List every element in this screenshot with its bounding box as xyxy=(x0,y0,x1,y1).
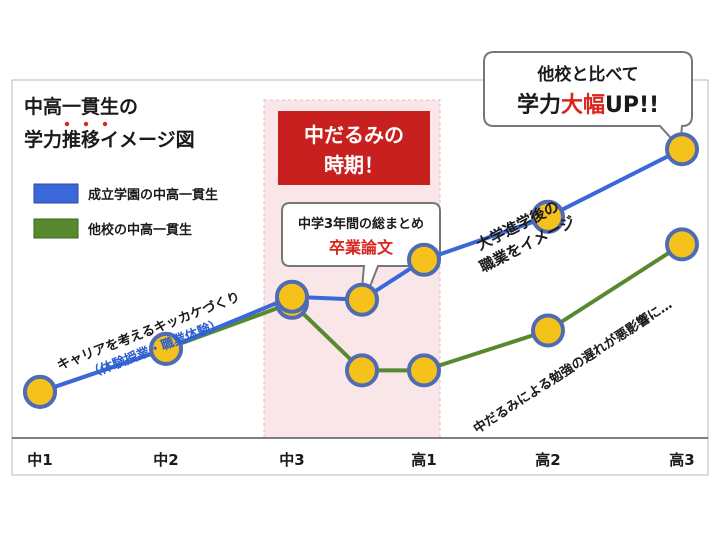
legend-label-blue: 成立学園の中高一貫生 xyxy=(88,187,218,203)
improvement-callout-line1: 他校と比べて xyxy=(536,64,638,85)
title-emphasis-dot-2 xyxy=(102,121,108,127)
data-point-seiritsu-2 xyxy=(275,279,309,314)
legend-swatch-blue xyxy=(33,183,79,204)
x-tick-label-4: 高2 xyxy=(535,451,560,469)
slump-callout-line2: 時期！ xyxy=(324,153,384,177)
data-point-seiritsu-6 xyxy=(665,132,699,167)
data-point-seiritsu-1 xyxy=(149,331,183,366)
data-point-other-school-6 xyxy=(665,227,699,262)
data-point-seiritsu-0 xyxy=(23,374,57,409)
data-point-other-school-3 xyxy=(345,353,379,388)
improvement-callout-line2: 学力大幅UP!! xyxy=(517,92,659,118)
chart-title-line2: 学力推移イメージ図 xyxy=(24,128,195,151)
series-markers xyxy=(23,132,699,409)
improvement-callout-part-c: UP!! xyxy=(605,93,659,118)
chart-title-line1: 中高一貫生の xyxy=(24,95,138,118)
x-tick-label-3: 高1 xyxy=(411,451,436,469)
slump-callout-box xyxy=(278,111,430,185)
x-tick-label-2: 中3 xyxy=(279,451,304,469)
improvement-callout-part-b: 大幅 xyxy=(561,93,605,118)
data-point-seiritsu-5 xyxy=(531,199,565,234)
thesis-callout-line1: 中学3年間の総まとめ xyxy=(298,216,424,232)
x-tick-label-0: 中1 xyxy=(27,451,52,469)
x-tick-label-1: 中2 xyxy=(153,451,178,469)
title-emphasis-dot-1 xyxy=(83,121,89,127)
legend-swatch-green xyxy=(33,218,79,239)
thesis-callout-line2: 卒業論文 xyxy=(329,238,394,257)
data-point-other-school-5 xyxy=(531,313,565,348)
data-point-seiritsu-4 xyxy=(407,242,441,277)
title-emphasis-dot-0 xyxy=(64,121,70,127)
improvement-callout-part-a: 学力 xyxy=(517,92,561,118)
title-emphasis-dots xyxy=(64,121,108,127)
data-point-seiritsu-3 xyxy=(345,282,379,317)
data-point-other-school-4 xyxy=(407,353,441,388)
x-axis-ticks: 中1 中2 中3 高1 高2 高3 xyxy=(27,451,694,469)
slump-callout-line1: 中だるみの xyxy=(304,123,404,147)
legend-label-green: 他校の中高一貫生 xyxy=(87,222,192,238)
x-tick-label-5: 高3 xyxy=(669,451,694,469)
